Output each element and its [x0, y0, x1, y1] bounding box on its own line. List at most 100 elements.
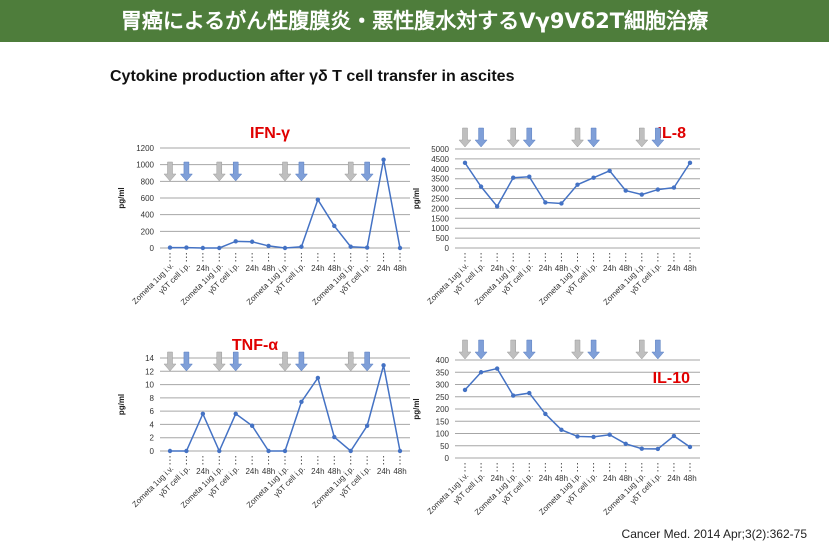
data-point: [478, 370, 484, 375]
zometa-arrow-icon: [635, 339, 649, 360]
data-point: [655, 187, 661, 192]
tcell-arrow-icon: [651, 127, 665, 148]
y-tick-label: 250: [436, 393, 450, 402]
x-tick-label: 24h: [539, 264, 552, 273]
tcell-arrow-icon: [587, 127, 601, 148]
x-tick-label: 24h: [539, 474, 552, 483]
data-point: [200, 245, 206, 251]
y-tick-label: 0: [150, 447, 155, 456]
data-point: [494, 366, 500, 371]
data-point: [364, 245, 370, 250]
citation: Cancer Med. 2014 Apr;3(2):362-75: [621, 527, 807, 541]
y-tick-label: 12: [145, 367, 154, 376]
tcell-arrow-icon: [360, 161, 374, 182]
y-tick-label: 350: [436, 368, 450, 377]
y-tick-label: 1000: [431, 224, 449, 233]
data-point: [282, 245, 288, 251]
data-point: [233, 239, 238, 244]
data-point: [575, 434, 580, 439]
x-tick-label: 24h: [490, 264, 503, 273]
y-tick-label: 400: [436, 356, 450, 365]
y-axis-label: pg/ml: [117, 187, 126, 208]
tcell-arrow-icon: [179, 351, 193, 372]
data-point: [462, 387, 468, 393]
data-point: [397, 245, 403, 251]
tcell-arrow-icon: [179, 161, 193, 182]
data-point: [527, 390, 532, 396]
x-tick-label: 24h: [377, 467, 390, 476]
y-tick-label: 2000: [431, 204, 449, 213]
data-point: [332, 223, 337, 229]
y-tick-label: 1000: [136, 161, 154, 170]
data-point: [543, 411, 548, 417]
y-tick-label: 14: [145, 354, 154, 363]
y-tick-label: 2: [150, 434, 155, 443]
zometa-arrow-icon: [212, 351, 226, 372]
x-tick-label: 24h: [667, 474, 680, 483]
y-tick-label: 300: [436, 381, 450, 390]
data-point: [575, 182, 580, 187]
y-axis-label: pg/ml: [412, 398, 421, 419]
chart-title: IL-8: [658, 125, 687, 142]
chart-title: IL-10: [653, 370, 690, 387]
y-tick-label: 500: [436, 234, 450, 243]
zometa-arrow-icon: [163, 161, 177, 182]
data-point: [462, 160, 468, 166]
data-point: [687, 444, 693, 450]
tcell-arrow-icon: [229, 161, 243, 182]
chart-title: IFN-γ: [250, 125, 290, 142]
y-axis-label: pg/ml: [117, 394, 126, 415]
data-point: [217, 245, 222, 251]
slide-title: 胃癌によるがん性腹膜炎・悪性腹水対するVγ9Vδ2T細胞治療: [120, 9, 709, 33]
x-tick-label: 24h: [245, 264, 258, 273]
y-tick-label: 800: [141, 177, 155, 186]
data-point: [217, 448, 222, 454]
data-point: [381, 363, 386, 368]
data-point: [381, 157, 386, 162]
data-point: [559, 427, 564, 433]
x-tick-label: 48h: [619, 474, 632, 483]
data-point: [527, 174, 532, 179]
y-tick-label: 150: [436, 417, 450, 426]
y-tick-label: 600: [141, 194, 155, 203]
data-point: [607, 168, 612, 173]
y-tick-label: 1200: [136, 144, 154, 153]
data-point: [591, 434, 596, 440]
data-point: [332, 434, 337, 440]
zometa-arrow-icon: [635, 127, 649, 148]
y-tick-label: 0: [150, 244, 155, 253]
x-tick-label: 48h: [683, 474, 696, 483]
y-axis-label: pg/ml: [412, 188, 421, 209]
x-tick-label: 24h: [196, 264, 209, 273]
x-tick-label: 24h: [311, 264, 324, 273]
y-tick-label: 200: [436, 405, 450, 414]
x-tick-label: 48h: [393, 467, 406, 476]
tcell-arrow-icon: [474, 339, 488, 360]
chart-il-10: 050100150200250300350400pg/mlIL-10Zometa…: [412, 339, 700, 517]
x-tick-label: 24h: [667, 264, 680, 273]
x-tick-label: 24h: [311, 467, 324, 476]
data-point: [671, 433, 677, 439]
y-tick-label: 50: [440, 442, 449, 451]
data-point: [167, 245, 173, 250]
data-point: [511, 393, 516, 398]
zometa-arrow-icon: [212, 161, 226, 182]
zometa-arrow-icon: [458, 339, 472, 360]
data-point: [266, 448, 271, 454]
data-point: [348, 244, 353, 249]
zometa-arrow-icon: [570, 127, 585, 148]
data-point: [249, 423, 255, 428]
data-point: [266, 243, 271, 249]
tcell-arrow-icon: [294, 161, 308, 182]
slide-subtitle: Cytokine production after γδ T cell tran…: [110, 68, 515, 85]
y-tick-label: 6: [150, 407, 155, 416]
x-tick-label: 24h: [490, 474, 503, 483]
x-tick-label: 48h: [262, 467, 275, 476]
data-point: [315, 375, 321, 381]
zometa-arrow-icon: [344, 161, 358, 182]
data-point: [397, 448, 403, 454]
data-point: [591, 175, 596, 180]
data-point: [364, 423, 370, 428]
tcell-arrow-icon: [474, 127, 488, 148]
